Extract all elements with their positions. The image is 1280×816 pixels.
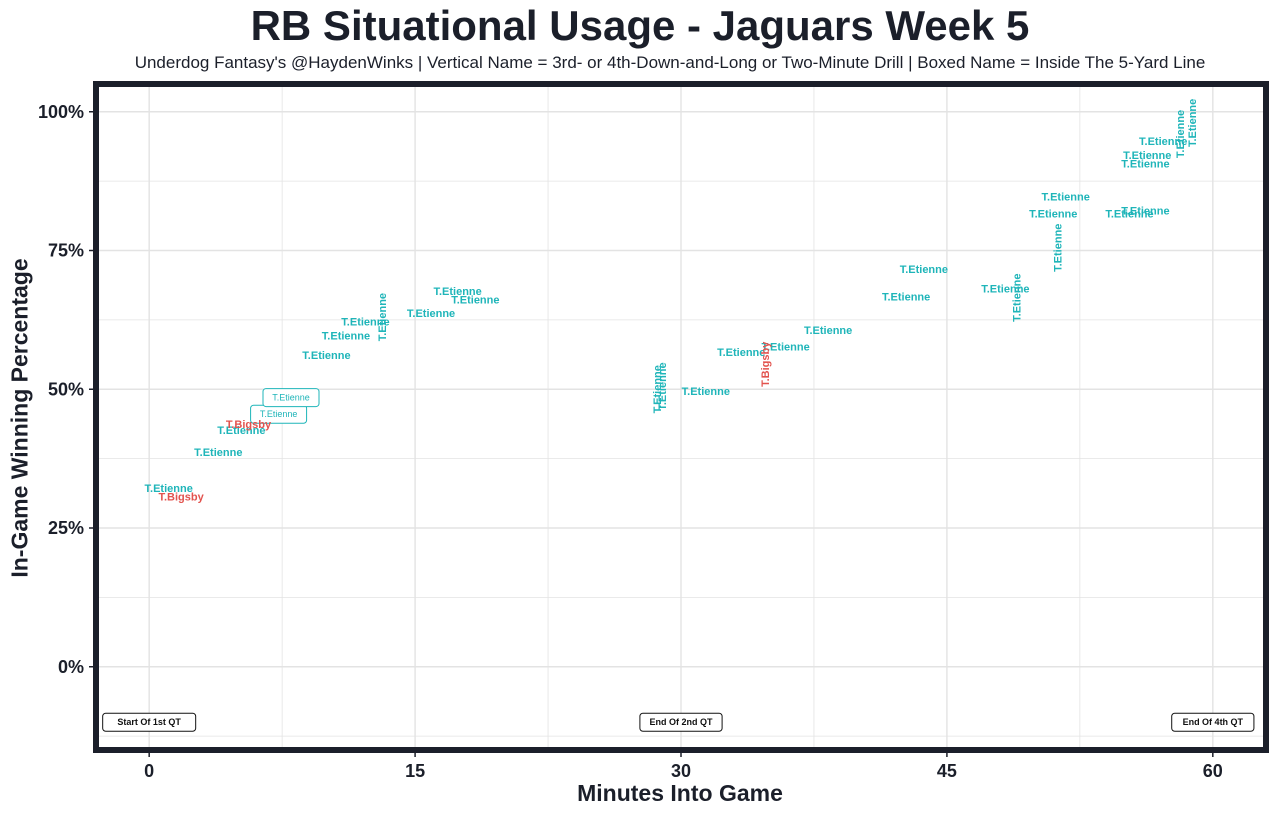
- boxed-label-text: T.Etienne: [272, 392, 310, 402]
- quarter-annotation: End Of 2nd QT: [639, 712, 723, 732]
- chart-title: RB Situational Usage - Jaguars Week 5: [250, 2, 1030, 49]
- point-label-vertical: T.Etienne: [377, 293, 389, 341]
- point-label-vertical: T.Bigsby: [760, 341, 772, 387]
- x-axis-ticks: 0 15 30 45 60: [144, 753, 1223, 781]
- point-label: T.Etienne: [900, 264, 948, 276]
- point-label: T.Etienne: [451, 294, 499, 306]
- x-tick-label: 60: [1203, 761, 1223, 781]
- point-label: T.Etienne: [882, 292, 930, 304]
- point-label: T.Etienne: [1105, 208, 1153, 220]
- y-tick-label: 25%: [48, 518, 84, 538]
- plot-frame: [93, 81, 1269, 753]
- chart-subtitle: Underdog Fantasy's @HaydenWinks | Vertic…: [134, 53, 1206, 72]
- grid-lines: [96, 84, 1266, 750]
- annotation-text: End Of 4th QT: [1183, 717, 1244, 727]
- point-label: T.Etienne: [322, 330, 370, 342]
- quarter-annotations: Start Of 1st QT End Of 2nd QT End Of 4th Q…: [102, 712, 1255, 732]
- y-axis-ticks: 0% 25% 50% 75% 100%: [38, 102, 93, 677]
- data-labels: T.EtienneT.EtienneT.EtienneT.EtienneT.Et…: [145, 99, 1200, 504]
- quarter-annotation: Start Of 1st QT: [102, 712, 197, 732]
- point-label: T.Etienne: [804, 325, 852, 337]
- y-tick-label: 0%: [58, 657, 84, 677]
- point-label: T.Etienne: [761, 342, 809, 354]
- point-label: T.Etienne: [1042, 192, 1090, 204]
- y-axis-label: In-Game Winning Percentage: [6, 258, 33, 578]
- annotation-text: End Of 2nd QT: [650, 717, 713, 727]
- point-label: T.Etienne: [407, 308, 455, 320]
- point-label-vertical: T.Etienne: [1012, 274, 1024, 322]
- point-label-vertical: T.Etienne: [652, 365, 664, 413]
- annotation-text: Start Of 1st QT: [117, 717, 181, 727]
- y-tick-label: 100%: [38, 102, 84, 122]
- point-label-vertical: T.Etienne: [1052, 224, 1064, 272]
- point-label: T.Etienne: [1121, 158, 1169, 170]
- point-label: T.Etienne: [1123, 150, 1171, 162]
- x-tick-label: 0: [144, 761, 154, 781]
- y-tick-label: 50%: [48, 379, 84, 399]
- boxed-label-frame: [262, 388, 320, 408]
- x-tick-label: 45: [937, 761, 957, 781]
- annotation-box: [639, 712, 723, 732]
- point-label: T.Etienne: [341, 317, 389, 329]
- boxed-label-text: T.Etienne: [260, 409, 298, 419]
- point-label: T.Etienne: [194, 447, 242, 459]
- point-label: T.Etienne: [981, 283, 1029, 295]
- quarter-annotation: End Of 4th QT: [1171, 712, 1255, 732]
- point-label: T.Bigsby: [158, 491, 204, 503]
- point-label: T.Etienne: [1139, 136, 1187, 148]
- point-label: T.Etienne: [145, 483, 193, 495]
- point-label: T.Etienne: [682, 386, 730, 398]
- point-label-vertical: T.Etienne: [1187, 99, 1199, 147]
- annotation-box: [102, 712, 197, 732]
- point-label: T.Bigsby: [226, 419, 272, 431]
- point-label-vertical: T.Etienne: [657, 362, 669, 410]
- annotation-box: [1171, 712, 1255, 732]
- point-label: T.Etienne: [302, 350, 350, 362]
- point-label: T.Etienne: [1029, 208, 1077, 220]
- point-label: T.Etienne: [717, 347, 765, 359]
- point-label-vertical: T.Etienne: [1175, 110, 1187, 158]
- x-tick-label: 15: [405, 761, 425, 781]
- x-axis-label: Minutes Into Game: [577, 780, 783, 806]
- point-label: T.Etienne: [1121, 206, 1169, 218]
- point-label-boxed: T.Etienne: [262, 388, 320, 408]
- point-label: T.Etienne: [217, 425, 265, 437]
- x-tick-label: 30: [671, 761, 691, 781]
- y-tick-label: 75%: [48, 241, 84, 261]
- point-label: T.Etienne: [433, 286, 481, 298]
